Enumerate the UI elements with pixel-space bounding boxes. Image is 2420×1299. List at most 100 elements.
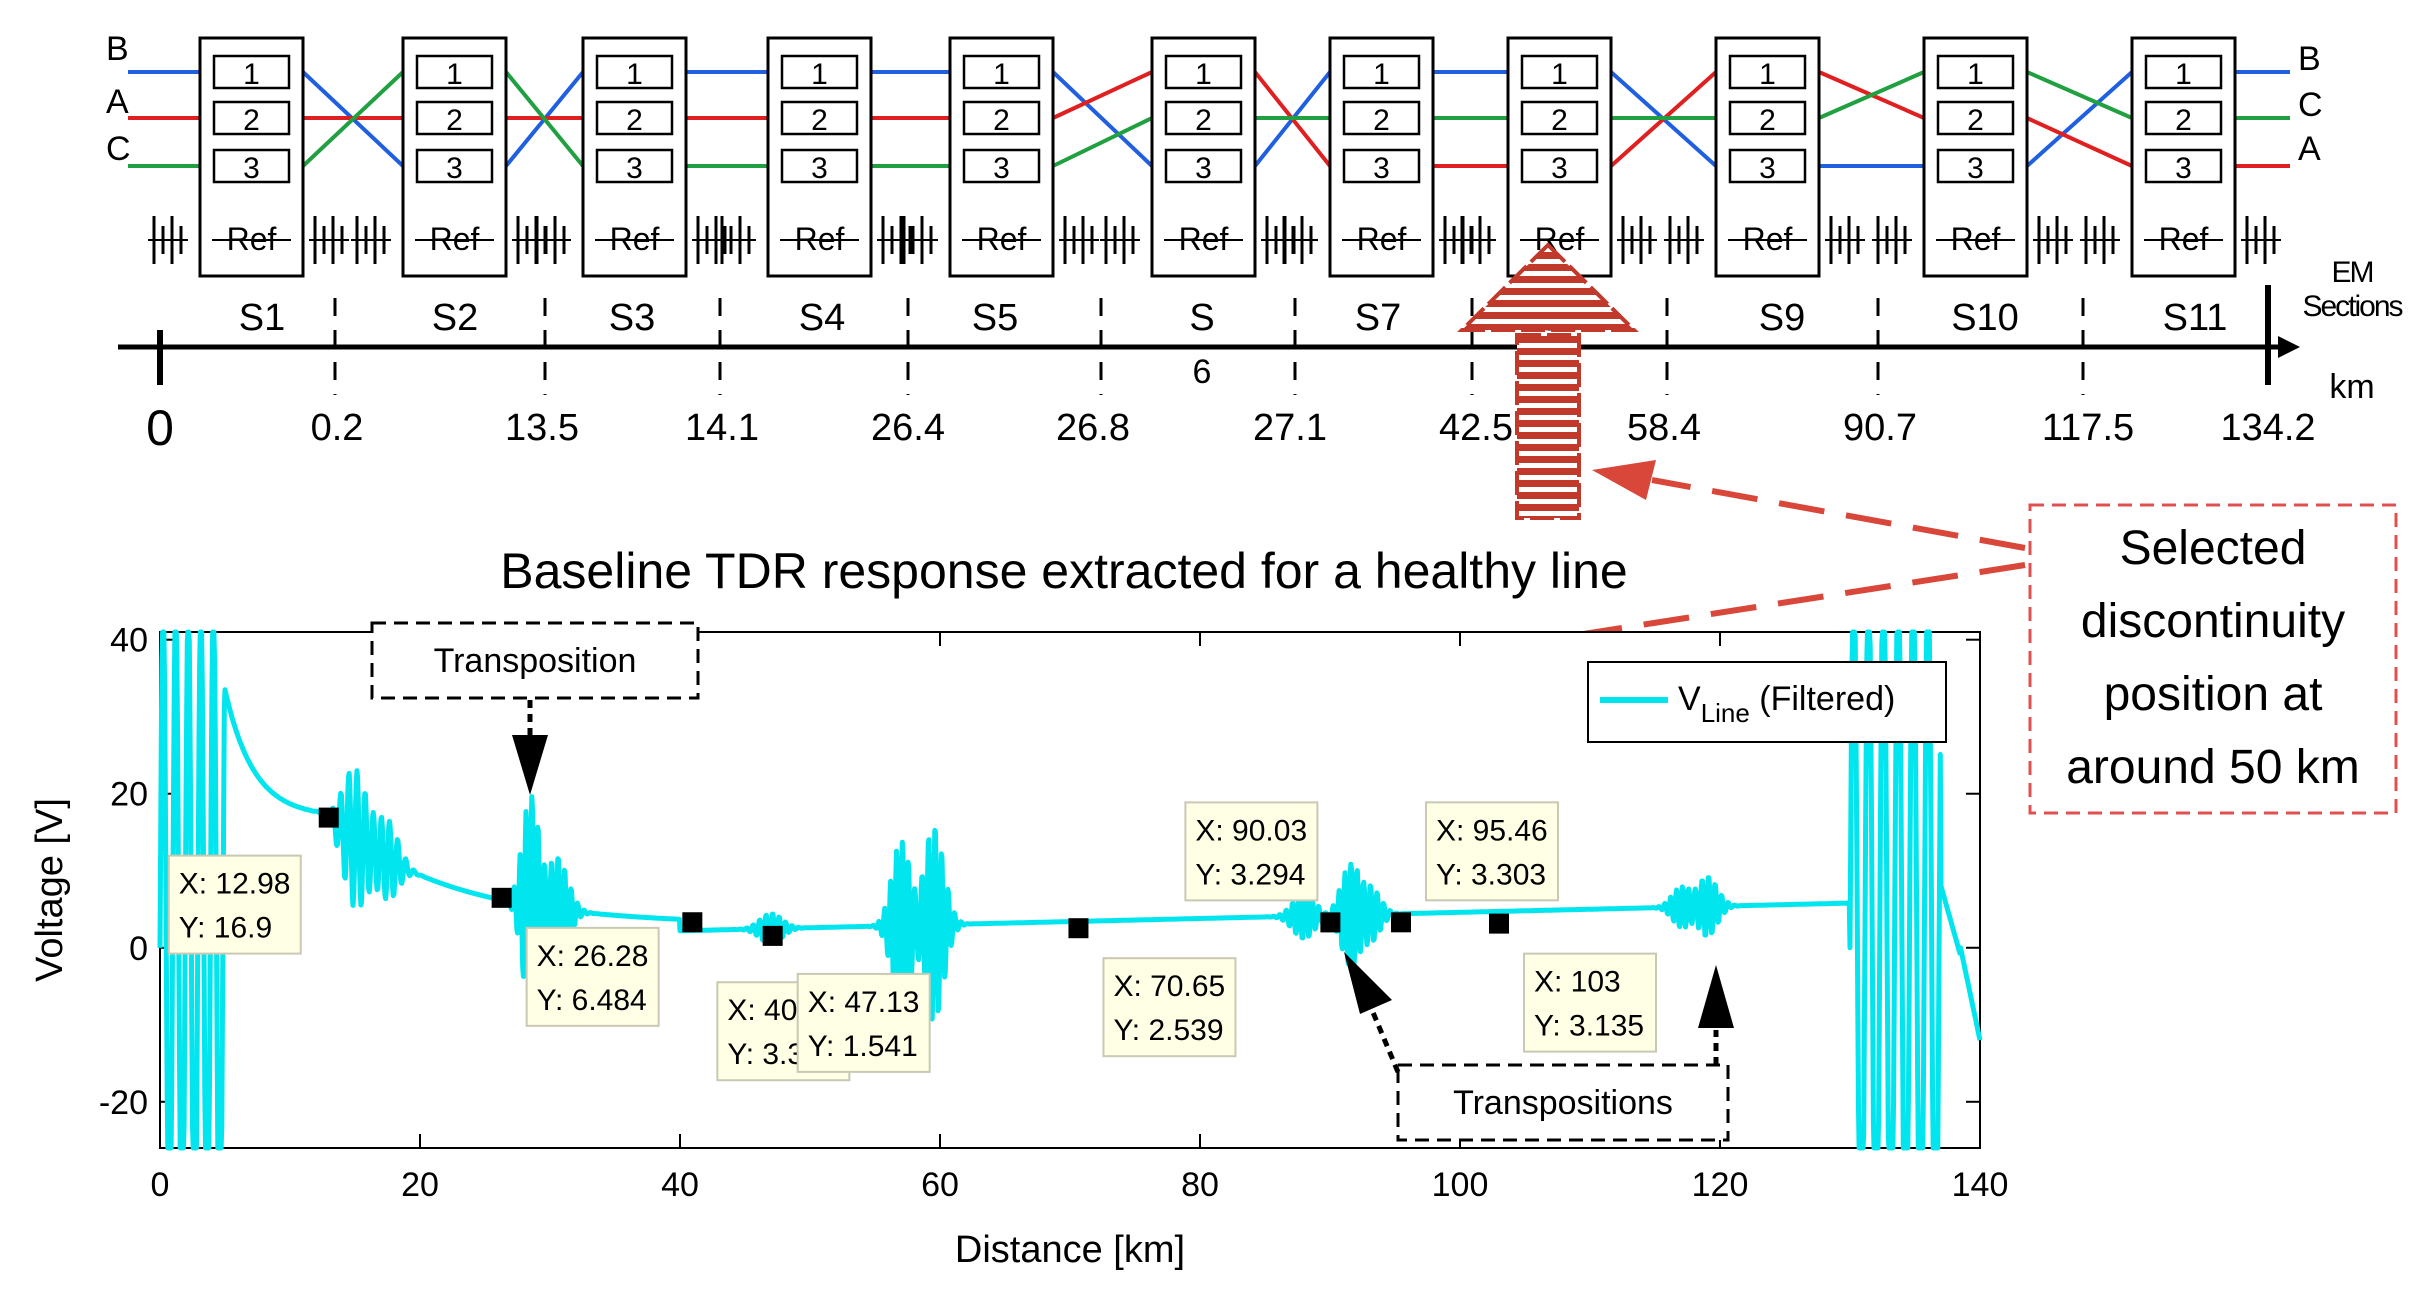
- box-row-label: 1: [243, 58, 260, 91]
- up-arrow-icon: [1457, 242, 1639, 520]
- datatip-marker: [762, 925, 783, 946]
- box-row-label: 2: [626, 104, 643, 137]
- distance-tick-label: 26.8: [1056, 407, 1130, 449]
- datatip-marker: [1390, 912, 1411, 933]
- datatip-y-label: Y: 1.541: [808, 1030, 918, 1063]
- distance-tick-label: 26.4: [871, 407, 945, 449]
- datatip-y-label: Y: 3.294: [1195, 858, 1305, 891]
- box-row-label: 3: [1373, 152, 1390, 185]
- datatip-x-label: X: 95.46: [1436, 814, 1548, 847]
- phase-label-left-c: C: [106, 130, 131, 168]
- phase-label-left-b: B: [106, 30, 129, 68]
- distance-axis-arrowhead: [2278, 336, 2300, 358]
- distance-tick-labels: 0.2 13.5 14.1 26.4 26.8 27.1 42.5 58.4 90.7 117.5…: [311, 407, 2316, 449]
- datatip-box: [796, 972, 931, 1073]
- arrow-up-icon: [1698, 965, 1734, 1028]
- x-tick-labels: 0 20 40 60 80 100 120 140: [151, 1166, 2009, 1204]
- datatip-x-label: X: 47.13: [808, 986, 920, 1019]
- phase-wire-c: [128, 70, 2290, 168]
- box-row-label: 1: [2175, 58, 2192, 91]
- box-row-label: 3: [1967, 152, 1984, 185]
- section-6-suffix: 6: [1193, 353, 1212, 391]
- datatip-box: [1102, 957, 1237, 1058]
- distance-tick-label: 90.7: [1843, 407, 1917, 449]
- datatip-x-label: X: 90.03: [1195, 814, 1307, 847]
- datatip-x-label: X: 103: [1534, 966, 1621, 999]
- box-row-label: 1: [1551, 58, 1568, 91]
- callout-line-4: around 50 km: [2066, 741, 2360, 794]
- section-label: S3: [609, 297, 655, 339]
- phase-label-right-c: C: [2298, 86, 2323, 124]
- distance-tick-label: 13.5: [505, 407, 579, 449]
- y-axis-label: Voltage [V]: [29, 798, 71, 982]
- selected-position-callout: Selected discontinuity position at aroun…: [2028, 503, 2398, 815]
- box-row-label: 2: [1967, 104, 1984, 137]
- callout-line-2: discontinuity: [2081, 595, 2345, 648]
- axis-origin-label: 0: [146, 400, 174, 456]
- legend-label-sub: Line: [1701, 698, 1750, 728]
- legend-label-rest: (Filtered): [1750, 680, 1895, 718]
- datatip: X: 12.98 Y: 16.9: [167, 807, 339, 955]
- transposition-annotation: Transposition: [370, 621, 700, 795]
- datatip-box: [1184, 801, 1319, 902]
- section-label: S10: [1951, 297, 2019, 339]
- callout-line-1: Selected: [2120, 522, 2307, 575]
- datatip-marker: [1489, 913, 1509, 934]
- distance-tick-label: 0.2: [311, 407, 364, 449]
- distance-tick-label: 58.4: [1627, 407, 1701, 449]
- box-row-label: 2: [243, 104, 260, 137]
- box-row-label: 1: [446, 58, 463, 91]
- distance-tick-label: 134.2: [2220, 407, 2315, 449]
- section-label: S5: [972, 297, 1018, 339]
- datatip-box: [525, 926, 660, 1027]
- x-tick-label: 40: [661, 1166, 699, 1204]
- km-unit-label: km: [2329, 368, 2374, 406]
- section-boundary-ticks: [333, 298, 2085, 395]
- y-tick-label: 0: [129, 930, 148, 968]
- x-tick-label: 20: [401, 1166, 439, 1204]
- box-row-label: 2: [1195, 104, 1212, 137]
- legend: VLine (Filtered): [1587, 661, 1947, 743]
- section-label: S1: [239, 297, 285, 339]
- chart-title: Baseline TDR response extracted for a he…: [500, 543, 1627, 599]
- phase-label-right-a: A: [2298, 130, 2321, 168]
- datatip-y-label: Y: 3.135: [1534, 1010, 1644, 1043]
- box-row-label: 3: [626, 152, 643, 185]
- box-row-label: 1: [993, 58, 1010, 91]
- legend-label-main: V: [1678, 680, 1701, 718]
- x-tick-label: 140: [1952, 1166, 2009, 1204]
- section-label: S4: [799, 297, 845, 339]
- datatip: X: 70.65 Y: 2.539: [1068, 918, 1237, 1058]
- box-row-label: 2: [1551, 104, 1568, 137]
- datatip-box: [1424, 801, 1559, 902]
- x-tick-label: 0: [151, 1166, 170, 1204]
- y-tick-label: -20: [99, 1084, 148, 1122]
- transposition-label: Transposition: [434, 642, 637, 680]
- box-row-label: 3: [993, 152, 1010, 185]
- y-tick-label: 20: [110, 776, 148, 814]
- box-row-label: 1: [1967, 58, 1984, 91]
- box-row-label: 3: [811, 152, 828, 185]
- x-tick-label: 60: [921, 1166, 959, 1204]
- section-boxes: 123Ref123Ref123Ref123Ref123Ref123Ref123R…: [148, 36, 2281, 278]
- datatip-x-label: X: 70.65: [1113, 970, 1225, 1003]
- transpositions-label: Transpositions: [1453, 1084, 1673, 1122]
- datatip-marker: [682, 912, 703, 933]
- section-label: S2: [432, 297, 478, 339]
- datatip-x-label: X: 26.28: [537, 940, 649, 973]
- box-row-label: 1: [811, 58, 828, 91]
- box-row-label: 1: [1373, 58, 1390, 91]
- section-label: S9: [1759, 297, 1805, 339]
- datatip-box: [167, 854, 302, 955]
- datatip: X: 95.46 Y: 3.303: [1390, 801, 1559, 933]
- section-label: S: [1189, 297, 1214, 339]
- x-tick-label: 80: [1181, 1166, 1219, 1204]
